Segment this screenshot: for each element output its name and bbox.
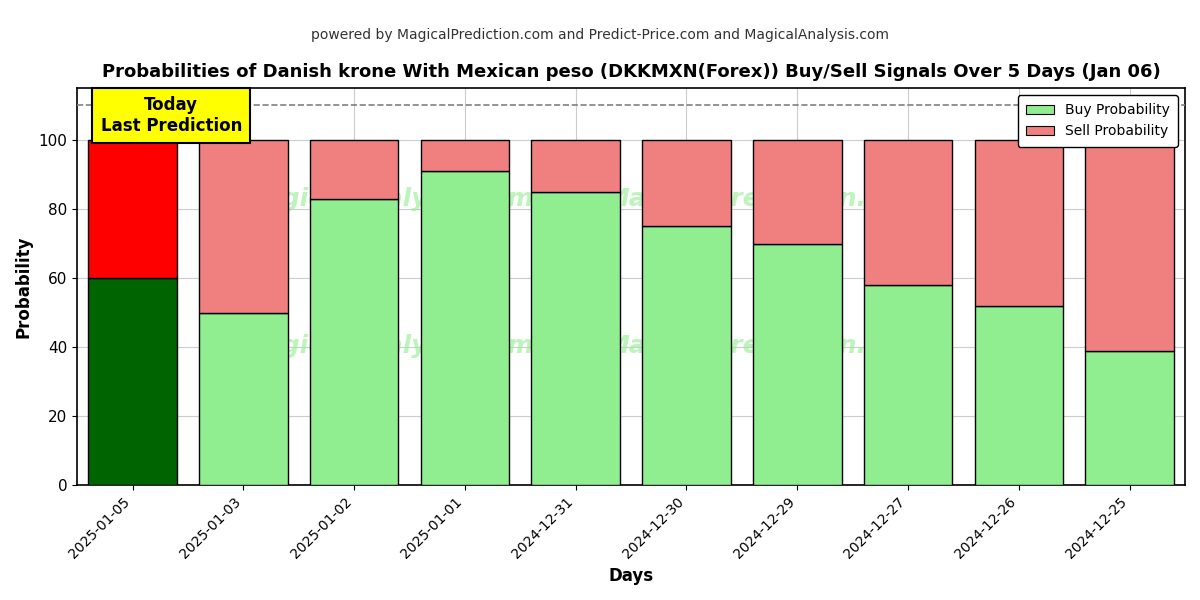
Bar [642, 140, 731, 226]
X-axis label: Days: Days [608, 567, 654, 585]
Bar [199, 313, 288, 485]
Bar [864, 140, 953, 285]
Bar [1085, 140, 1174, 350]
Text: MagicalPrediction.com: MagicalPrediction.com [604, 334, 924, 358]
Bar [974, 305, 1063, 485]
Bar [420, 171, 509, 485]
Bar [199, 140, 288, 313]
Title: Probabilities of Danish krone With Mexican peso (DKKMXN(Forex)) Buy/Sell Signals: Probabilities of Danish krone With Mexic… [102, 63, 1160, 81]
Bar [89, 140, 176, 278]
Text: MagicalAnalysis.com: MagicalAnalysis.com [241, 334, 534, 358]
Y-axis label: Probability: Probability [14, 235, 32, 338]
Bar [642, 226, 731, 485]
Text: MagicalAnalysis.com: MagicalAnalysis.com [241, 187, 534, 211]
Text: powered by MagicalPrediction.com and Predict-Price.com and MagicalAnalysis.com: powered by MagicalPrediction.com and Pre… [311, 28, 889, 42]
Bar [310, 199, 398, 485]
Bar [532, 192, 620, 485]
Bar [974, 140, 1063, 305]
Bar [532, 140, 620, 192]
Bar [89, 278, 176, 485]
Text: MagicalPrediction.com: MagicalPrediction.com [604, 187, 924, 211]
Bar [310, 140, 398, 199]
Text: Today
Last Prediction: Today Last Prediction [101, 97, 242, 135]
Bar [864, 285, 953, 485]
Bar [752, 140, 841, 244]
Bar [1085, 350, 1174, 485]
Bar [752, 244, 841, 485]
Legend: Buy Probability, Sell Probability: Buy Probability, Sell Probability [1018, 95, 1178, 146]
Bar [420, 140, 509, 171]
